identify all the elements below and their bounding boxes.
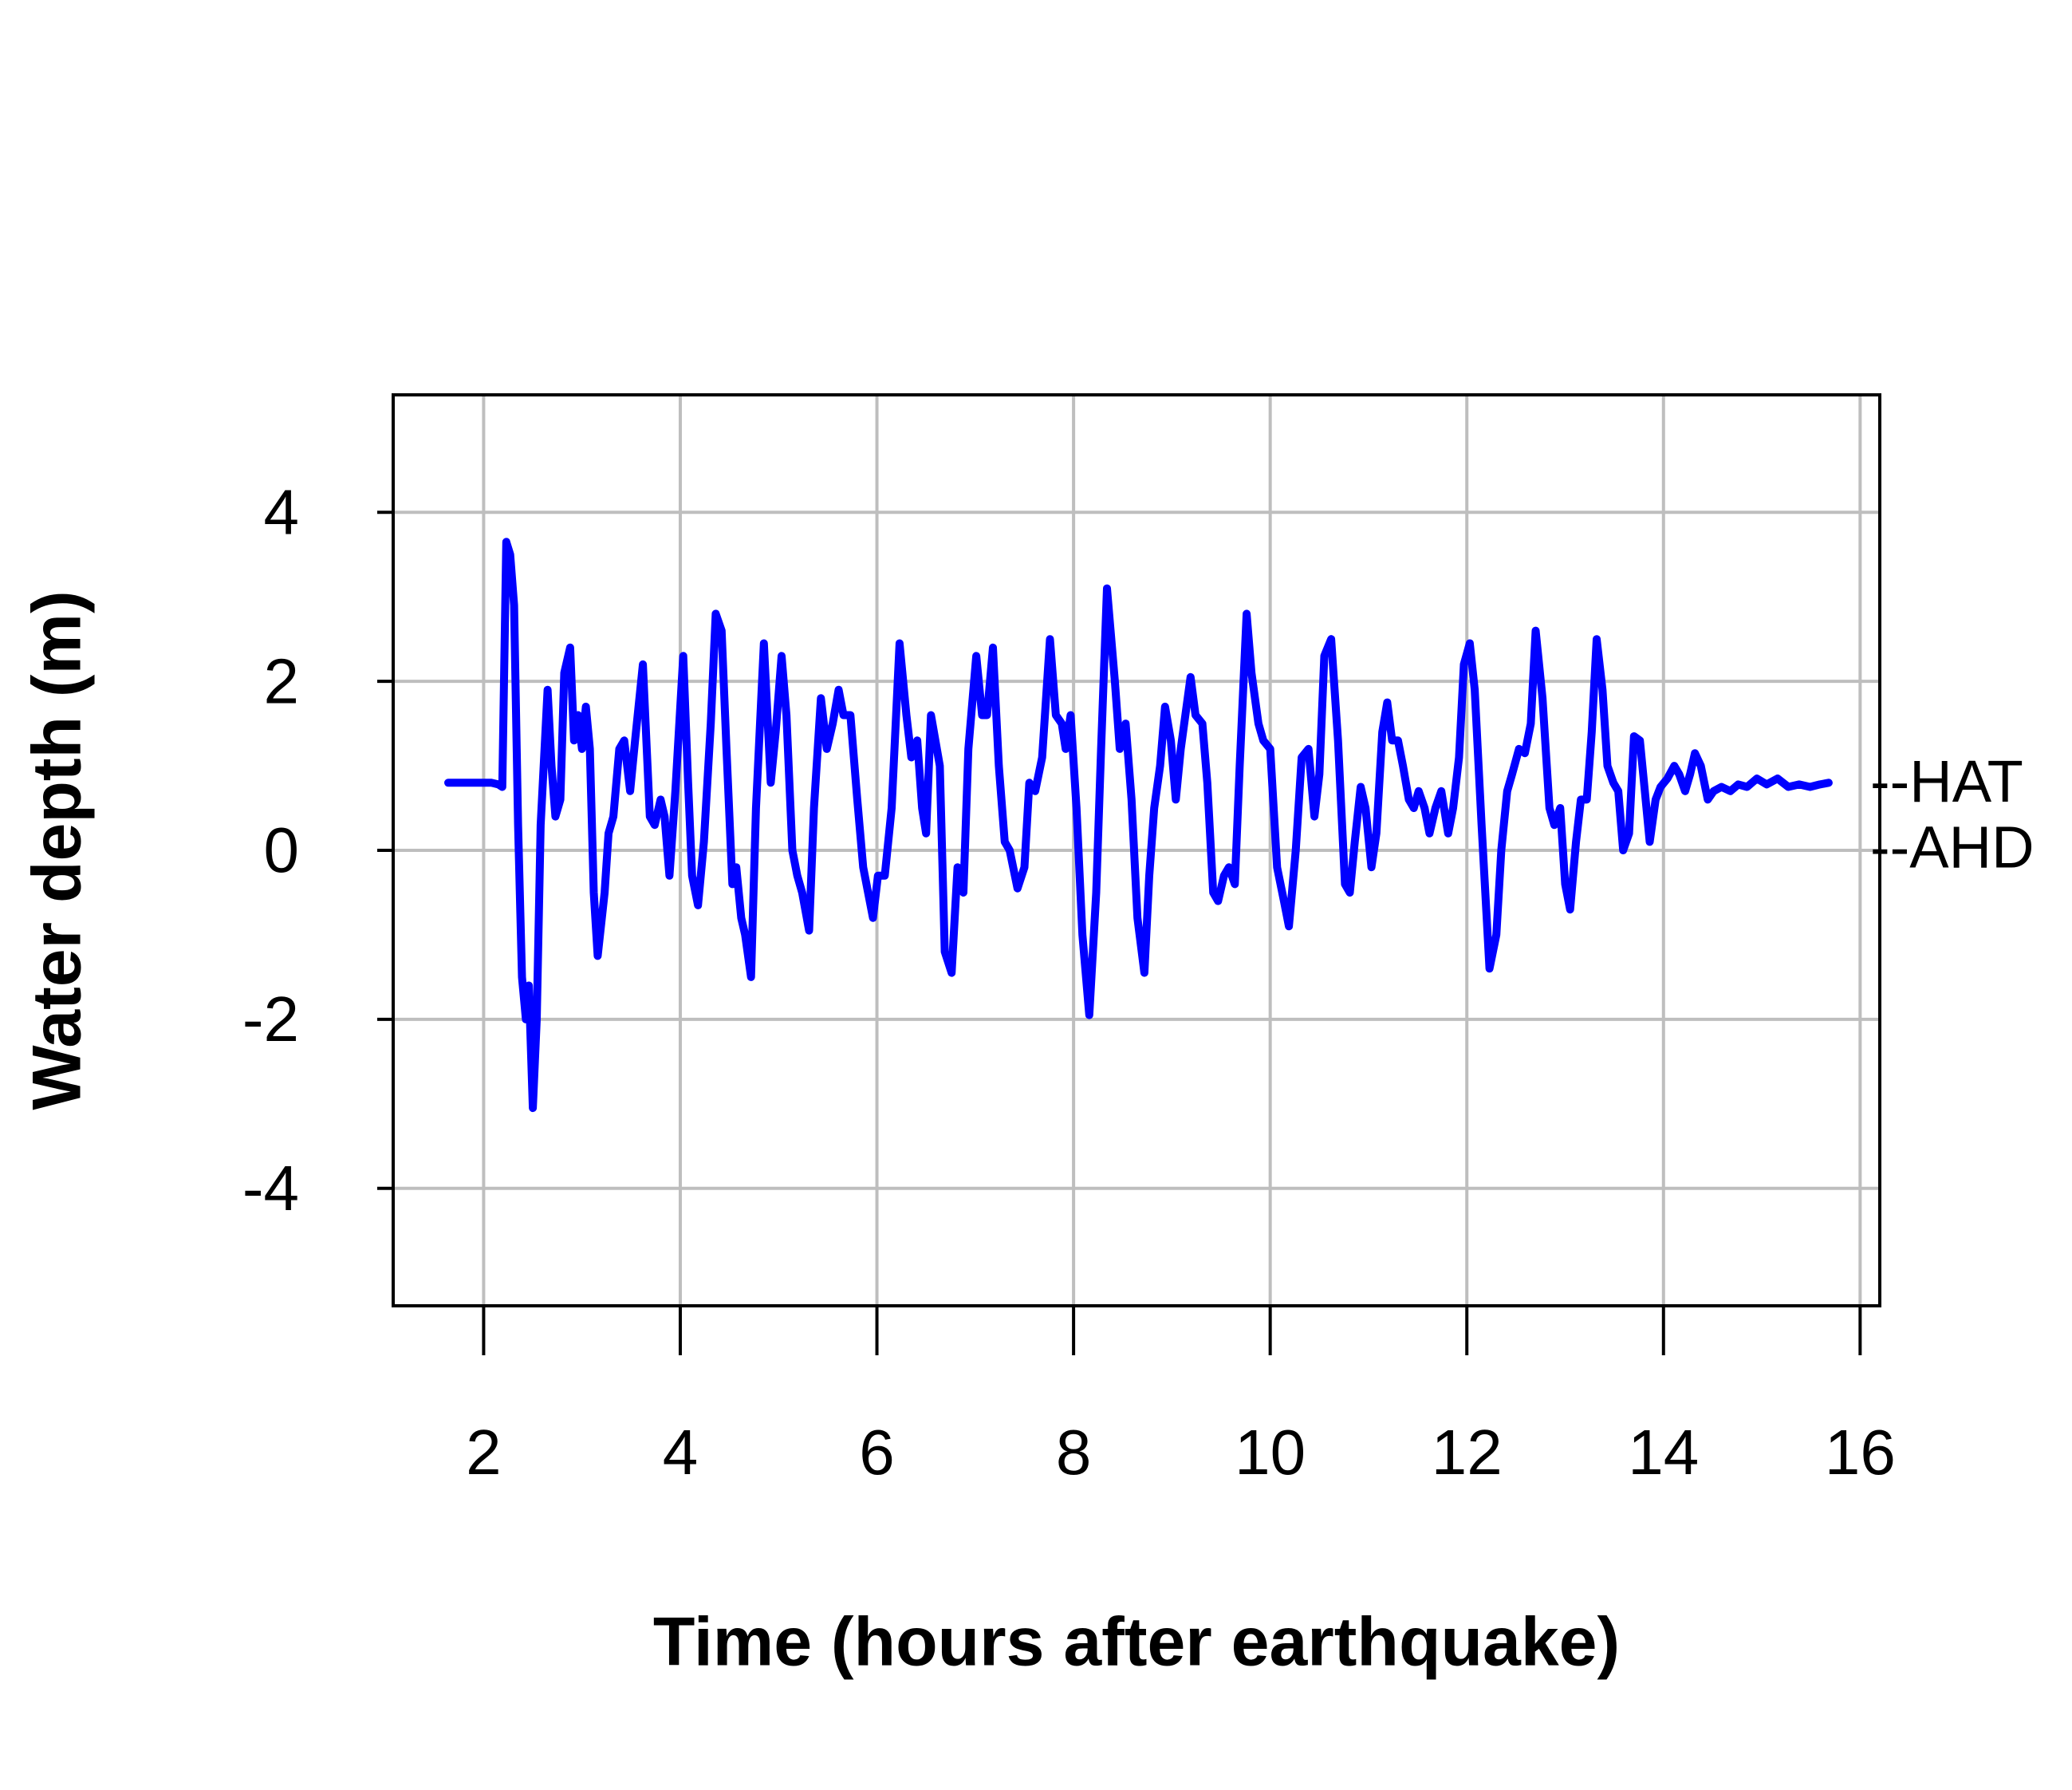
data-line	[444, 538, 1833, 1113]
x-tick-label: 4	[663, 1417, 699, 1488]
y-axis-label: Water depth (m)	[19, 590, 96, 1110]
y-tick-label: -2	[242, 984, 299, 1055]
x-tick-label: 6	[859, 1417, 895, 1488]
plot-frame	[392, 393, 1881, 1307]
annotation: --AHD	[1870, 814, 2035, 881]
x-axis-label: Time (hours after earthquake)	[653, 1604, 1620, 1681]
y-tick-label: 4	[264, 476, 300, 547]
x-tick-label: 14	[1628, 1417, 1699, 1488]
x-tick-label: 2	[466, 1417, 502, 1488]
y-tick-label: 2	[264, 645, 300, 716]
x-tick-label: 10	[1235, 1417, 1306, 1488]
x-tick-label: 12	[1432, 1417, 1503, 1488]
x-tick-label: 16	[1825, 1417, 1896, 1488]
annotation: --HAT	[1870, 748, 2023, 814]
x-tick-label: 8	[1056, 1417, 1092, 1488]
y-tick-label: 0	[264, 814, 300, 885]
y-tick-label: -4	[242, 1153, 299, 1224]
